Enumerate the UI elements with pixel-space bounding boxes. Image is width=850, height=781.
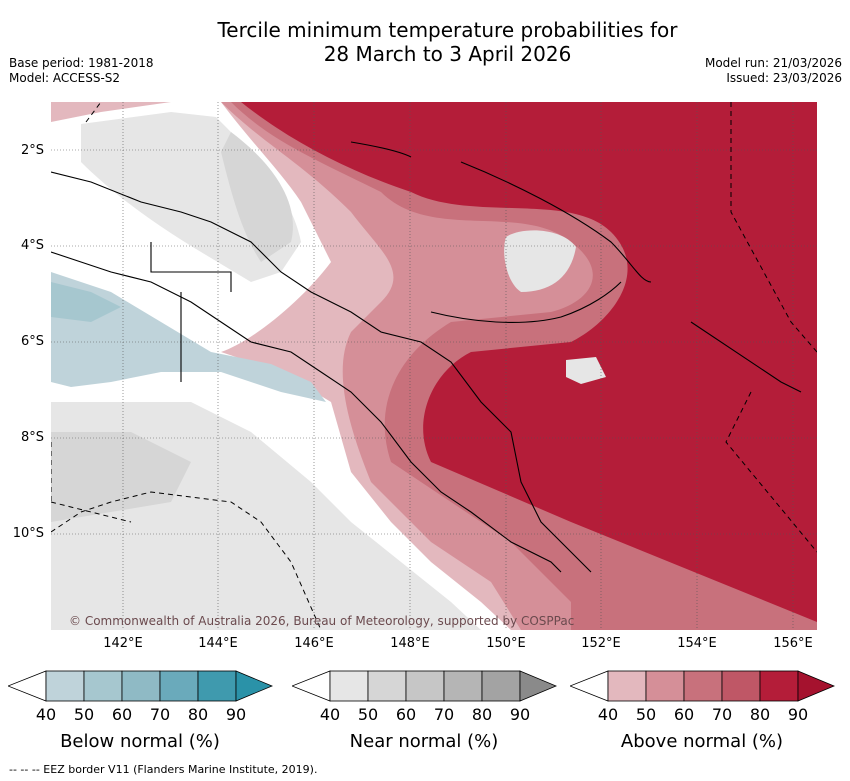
below-tick-50: 50 xyxy=(73,705,95,724)
near-normal-swatch-1 xyxy=(367,670,407,702)
below-tick-70: 70 xyxy=(149,705,171,724)
meta-right: Model run: 21/03/2026 Issued: 23/03/2026 xyxy=(705,56,842,86)
near-tick-70: 70 xyxy=(433,705,455,724)
above-tick-40: 40 xyxy=(597,705,619,724)
below-normal-low-extend xyxy=(8,670,47,702)
near-normal-swatch-0 xyxy=(329,670,369,702)
lon-label-156e: 156°E xyxy=(773,636,813,651)
issued-date: Issued: 23/03/2026 xyxy=(726,71,842,85)
below-tick-90: 90 xyxy=(225,705,247,724)
map-title: Tercile minimum temperature probabilitie… xyxy=(0,18,850,66)
above-normal-swatch-4 xyxy=(759,670,799,702)
below-normal-50 xyxy=(51,282,121,322)
near-normal-high-extend xyxy=(519,670,557,702)
below-normal-swatch-1 xyxy=(83,670,123,702)
below-normal-colorbar xyxy=(8,670,273,702)
near-normal-swatch-4 xyxy=(481,670,521,702)
near-normal-50 xyxy=(221,132,293,262)
lon-label-152e: 152°E xyxy=(581,636,621,651)
probability-map xyxy=(51,102,817,630)
below-normal-swatch-3 xyxy=(159,670,199,702)
below-normal-40 xyxy=(51,272,326,402)
below-normal-label: Below normal (%) xyxy=(60,731,220,752)
above-normal-label: Above normal (%) xyxy=(620,731,784,752)
below-normal-swatch-2 xyxy=(121,670,161,702)
lon-label-150e: 150°E xyxy=(486,636,526,651)
near-tick-80: 80 xyxy=(471,705,493,724)
near-tick-40: 40 xyxy=(319,705,341,724)
copyright-notice: © Commonwealth of Australia 2026, Bureau… xyxy=(69,614,575,628)
below-normal-high-extend xyxy=(235,670,273,702)
title-line-2: 28 March to 3 April 2026 xyxy=(323,42,572,66)
below-tick-40: 40 xyxy=(35,705,57,724)
below-tick-60: 60 xyxy=(111,705,133,724)
near-normal-colorbar xyxy=(292,670,557,702)
near-tick-60: 60 xyxy=(395,705,417,724)
model-run: Model run: 21/03/2026 xyxy=(704,56,842,70)
lat-label-2s: 2°S xyxy=(20,143,44,158)
below-normal-swatch-4 xyxy=(197,670,237,702)
near-normal-low-extend xyxy=(292,670,331,702)
near-normal-east2 xyxy=(566,357,606,384)
eez-borders xyxy=(51,102,817,630)
above-tick-60: 60 xyxy=(673,705,695,724)
eez-footnote: -- -- -- EEZ border V11 (Flanders Marine… xyxy=(9,763,318,776)
lat-label-10s: 10°S xyxy=(12,526,44,541)
above-tick-50: 50 xyxy=(635,705,657,724)
lat-label-6s: 6°S xyxy=(20,334,44,349)
meta-left: Base period: 1981-2018 Model: ACCESS-S2 xyxy=(9,56,154,86)
above-normal-swatch-1 xyxy=(645,670,685,702)
above-normal-colorbar xyxy=(570,670,835,702)
near-normal-swatch-2 xyxy=(405,670,445,702)
lat-label-8s: 8°S xyxy=(20,430,44,445)
above-tick-90: 90 xyxy=(787,705,809,724)
lon-label-146e: 146°E xyxy=(294,636,334,651)
above-tick-70: 70 xyxy=(711,705,733,724)
title-line-1: Tercile minimum temperature probabilitie… xyxy=(217,18,678,42)
below-tick-80: 80 xyxy=(187,705,209,724)
above-normal-low-extend xyxy=(570,670,609,702)
lon-label-154e: 154°E xyxy=(677,636,717,651)
below-normal-swatch-0 xyxy=(45,670,85,702)
lat-label-4s: 4°S xyxy=(20,238,44,253)
lon-label-142e: 142°E xyxy=(103,636,143,651)
model-name: Model: ACCESS-S2 xyxy=(9,71,121,85)
near-tick-50: 50 xyxy=(357,705,379,724)
above-normal-high-extend xyxy=(797,670,835,702)
near-normal-label: Near normal (%) xyxy=(349,731,499,752)
lon-label-144e: 144°E xyxy=(198,636,238,651)
near-normal-swatch-3 xyxy=(443,670,483,702)
above-normal-swatch-2 xyxy=(683,670,723,702)
above-normal-swatch-3 xyxy=(721,670,761,702)
above-normal-swatch-0 xyxy=(607,670,647,702)
base-period: Base period: 1981-2018 xyxy=(9,56,154,70)
graticule xyxy=(51,102,817,630)
near-tick-90: 90 xyxy=(509,705,531,724)
near-normal-south-50 xyxy=(51,432,191,522)
lon-label-148e: 148°E xyxy=(390,636,430,651)
map-canvas xyxy=(51,102,817,630)
coastlines xyxy=(51,141,802,573)
above-tick-80: 80 xyxy=(749,705,771,724)
